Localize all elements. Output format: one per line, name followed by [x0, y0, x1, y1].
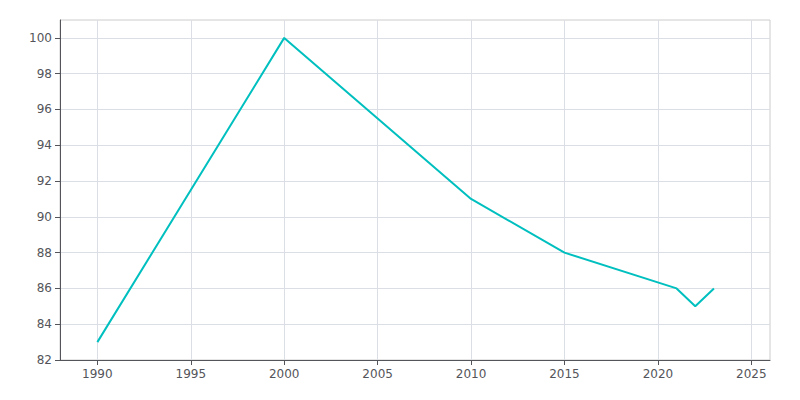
- svg-text:86: 86: [37, 281, 52, 295]
- svg-text:1990: 1990: [82, 367, 113, 381]
- svg-text:2005: 2005: [362, 367, 393, 381]
- svg-text:98: 98: [37, 67, 52, 81]
- svg-text:84: 84: [37, 317, 52, 331]
- svg-text:90: 90: [37, 210, 52, 224]
- svg-text:94: 94: [37, 138, 52, 152]
- svg-text:2015: 2015: [549, 367, 580, 381]
- svg-text:92: 92: [37, 174, 52, 188]
- svg-text:2010: 2010: [456, 367, 487, 381]
- svg-text:2025: 2025: [736, 367, 767, 381]
- svg-text:1995: 1995: [176, 367, 207, 381]
- svg-text:96: 96: [37, 102, 52, 116]
- svg-text:82: 82: [37, 353, 52, 367]
- svg-text:88: 88: [37, 246, 52, 260]
- svg-text:100: 100: [29, 31, 52, 45]
- svg-text:2000: 2000: [269, 367, 300, 381]
- svg-text:2020: 2020: [643, 367, 674, 381]
